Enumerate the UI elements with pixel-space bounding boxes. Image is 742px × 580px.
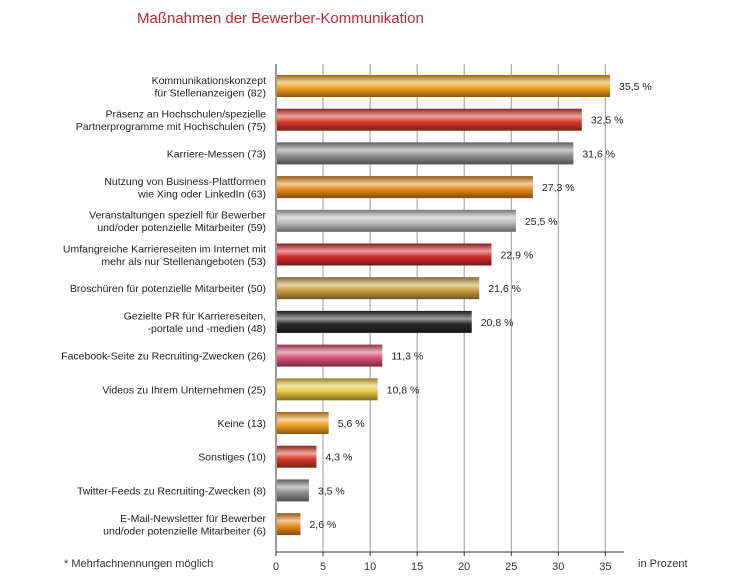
value-labels: 35,5 % 32,5 % 31,6 % 27,3 % 25,5 % 22,9 % 21,6… xyxy=(309,81,651,531)
bar xyxy=(277,209,516,232)
category-label: Sonstiges (10) xyxy=(198,452,266,464)
data-label: 11,3 % xyxy=(391,351,423,363)
bar xyxy=(277,445,317,468)
data-label: 3,5 % xyxy=(318,485,345,497)
category-label: Facebook-Seite zu Recruiting-Zwecken (26… xyxy=(61,351,266,363)
bar xyxy=(277,513,301,536)
grid-lines xyxy=(322,64,606,552)
x-axis-unit: in Prozent xyxy=(638,558,688,570)
data-label: 21,6 % xyxy=(488,283,521,295)
x-tick-label: 10 xyxy=(364,561,376,573)
x-tick-label: 0 xyxy=(273,561,279,573)
bar xyxy=(277,75,611,97)
category-label: Videos zu Ihrem Unternehmen (25) xyxy=(102,384,266,396)
category-label: Nutzung von Business-Plattformen wie Xing… xyxy=(104,176,266,201)
category-label: Veranstaltungen speziell für Bewerber und… xyxy=(89,210,266,235)
category-label: Karriere-Messen (73) xyxy=(167,148,266,160)
x-axis: 0 5 10 15 20 25 30 35 xyxy=(273,64,625,573)
category-label: Umfangreiche Karriereseiten im Internet … xyxy=(63,243,266,268)
data-label: 35,5 % xyxy=(619,81,652,93)
x-tick-label: 5 xyxy=(320,561,326,573)
data-label: 2,6 % xyxy=(309,519,336,531)
bar xyxy=(277,344,383,367)
chart-title: Maßnahmen der Bewerber-Kommunikation xyxy=(137,10,424,27)
data-label: 25,5 % xyxy=(525,216,558,228)
bar xyxy=(277,479,309,502)
category-label: Gezielte PR für Karriereseiten, -portale … xyxy=(124,311,266,336)
bar xyxy=(277,142,574,165)
category-label: Keine (13) xyxy=(218,418,266,430)
bar xyxy=(277,310,472,333)
category-label: Twitter-Feeds zu Recruiting-Zwecken (8) xyxy=(77,485,266,497)
bar xyxy=(277,378,378,401)
x-tick-label: 25 xyxy=(505,561,517,573)
data-label: 27,3 % xyxy=(542,182,575,194)
x-tick-label: 35 xyxy=(599,561,611,573)
category-label: E-Mail-Newsletter für Bewerber und/oder p… xyxy=(103,513,266,538)
data-label: 31,6 % xyxy=(582,148,615,160)
bar xyxy=(277,176,533,199)
category-labels: Kommunikationskonzept für Stellenanzeigen… xyxy=(61,75,266,538)
x-tick-label: 15 xyxy=(411,561,423,573)
bar xyxy=(277,108,582,131)
data-label: 22,9 % xyxy=(500,250,533,262)
footnote: * Mehrfachnennungen möglich xyxy=(64,558,214,570)
x-tick-label: 30 xyxy=(552,561,564,573)
bar xyxy=(277,277,480,300)
data-label: 5,6 % xyxy=(338,418,365,430)
category-label: Präsenz an Hochschulen/spezielle Partnerp… xyxy=(76,108,266,133)
data-label: 4,3 % xyxy=(325,452,352,464)
bars xyxy=(277,75,611,536)
category-label: Kommunikationskonzept für Stellenanzeigen… xyxy=(152,75,266,100)
bar xyxy=(277,243,492,266)
category-label: Broschüren für potenzielle Mitarbeiter (… xyxy=(70,283,266,295)
data-label: 10,8 % xyxy=(387,384,420,396)
bar xyxy=(277,412,329,434)
data-label: 32,5 % xyxy=(591,115,624,127)
data-label: 20,8 % xyxy=(481,317,514,329)
x-tick-label: 20 xyxy=(458,561,470,573)
